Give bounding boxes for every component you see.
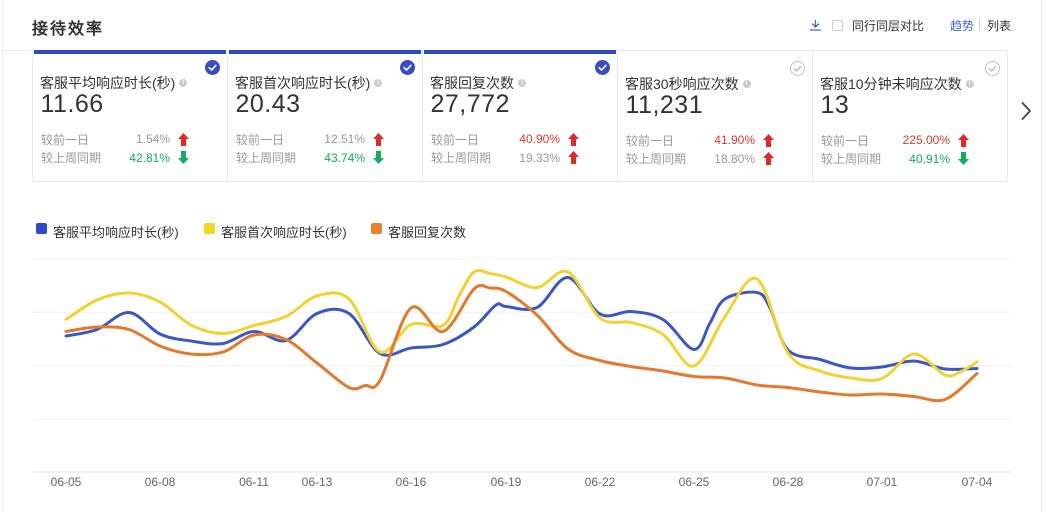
svg-text:06-19: 06-19 — [491, 475, 522, 489]
svg-text:06-08: 06-08 — [145, 475, 176, 489]
svg-text:06-22: 06-22 — [585, 475, 616, 489]
svg-text:06-05: 06-05 — [51, 475, 82, 489]
svg-text:06-28: 06-28 — [773, 475, 804, 489]
svg-text:06-25: 06-25 — [679, 475, 710, 489]
svg-text:06-16: 06-16 — [396, 475, 427, 489]
svg-text:07-01: 07-01 — [867, 475, 898, 489]
svg-text:06-13: 06-13 — [302, 475, 333, 489]
svg-text:06-11: 06-11 — [239, 475, 269, 489]
svg-text:07-04: 07-04 — [962, 475, 993, 489]
